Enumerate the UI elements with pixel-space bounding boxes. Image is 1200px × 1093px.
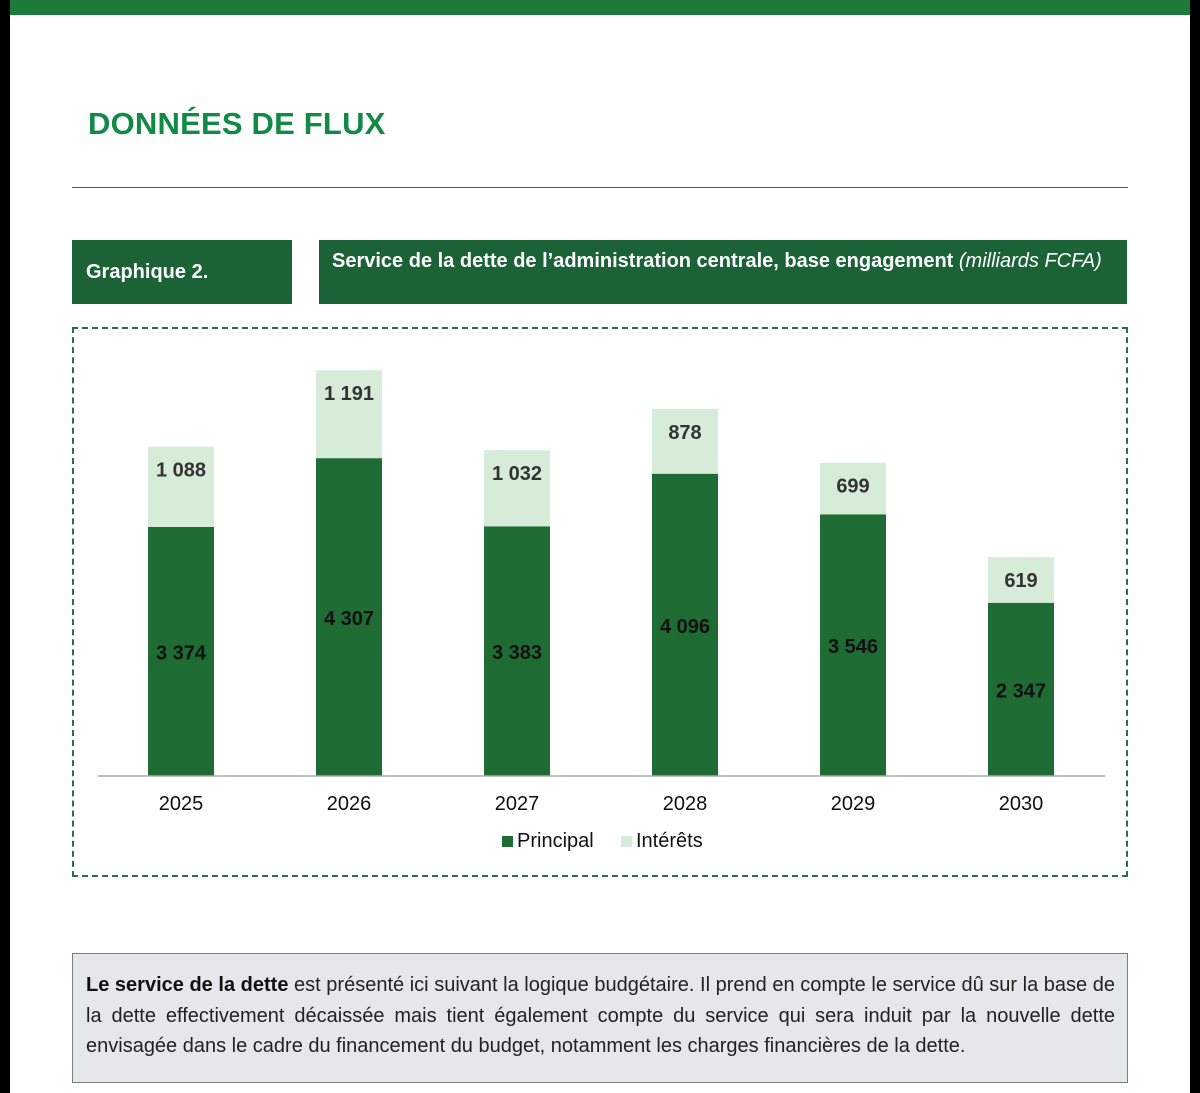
legend-swatch-interets	[621, 836, 632, 847]
data-label-principal-2029: 3 546	[828, 636, 878, 658]
data-label-interets-2027: 1 032	[492, 463, 542, 485]
data-label-principal-2026: 4 307	[324, 608, 374, 630]
x-tick-label-2025: 2025	[159, 793, 204, 815]
bar-principal-2027	[484, 526, 550, 776]
data-label-interets-2028: 878	[668, 422, 701, 444]
chart-title-box: Service de la dette de l’administration …	[319, 240, 1127, 304]
data-label-principal-2025: 3 374	[156, 642, 207, 664]
data-label-interets-2026: 1 191	[324, 383, 374, 405]
chart-label-box: Graphique 2.	[72, 240, 292, 304]
top-accent-bar	[10, 0, 1190, 15]
bar-interets-2029	[820, 462, 886, 515]
bar-principal-2028	[652, 473, 718, 776]
section-divider	[72, 187, 1128, 188]
section-title: DONNÉES DE FLUX	[88, 106, 386, 141]
data-label-interets-2029: 699	[836, 476, 869, 498]
legend-label-interets: Intérêts	[636, 830, 703, 852]
x-tick-label-2026: 2026	[327, 793, 372, 815]
chart-label: Graphique 2.	[86, 260, 209, 283]
x-tick-label-2027: 2027	[495, 793, 540, 815]
report-page: DONNÉES DE FLUX Graphique 2. Service de …	[10, 0, 1190, 1093]
bar-interets-2025	[148, 446, 214, 527]
legend-swatch-principal	[502, 836, 513, 847]
data-label-principal-2027: 3 383	[492, 642, 542, 664]
data-label-principal-2030: 2 347	[996, 680, 1046, 702]
chart-title: Service de la dette de l’administration …	[332, 250, 954, 272]
note-bold-text: Le service de la dette	[86, 974, 289, 996]
x-tick-label-2028: 2028	[663, 793, 708, 815]
chart-unit: (milliards FCFA)	[958, 250, 1102, 272]
note-text: est présenté ici suivant la logique budg…	[86, 974, 1116, 1057]
bar-interets-2028	[652, 408, 718, 474]
bar-principal-2029	[820, 514, 886, 776]
x-tick-label-2029: 2029	[831, 793, 876, 815]
note-box: Le service de la dette est présenté ici …	[72, 953, 1128, 1083]
legend-label-principal: Principal	[517, 830, 594, 852]
bar-interets-2026	[316, 370, 382, 459]
bar-principal-2030	[988, 602, 1054, 776]
bar-principal-2026	[316, 458, 382, 776]
data-label-principal-2028: 4 096	[660, 616, 710, 638]
chart-frame: 3 374 1 088 2025 4 307 1 191 2026 3 383 1 032 20…	[72, 327, 1128, 877]
bar-principal-2025	[148, 526, 214, 776]
stacked-bar-chart: 3 374 1 088 2025 4 307 1 191 2026 3 383 1 032 20…	[98, 370, 1105, 852]
bar-interets-2027	[484, 450, 550, 527]
data-label-interets-2025: 1 088	[156, 460, 206, 482]
data-label-interets-2030: 619	[1004, 570, 1037, 592]
bar-interets-2030	[988, 557, 1054, 603]
x-tick-label-2030: 2030	[999, 793, 1044, 815]
